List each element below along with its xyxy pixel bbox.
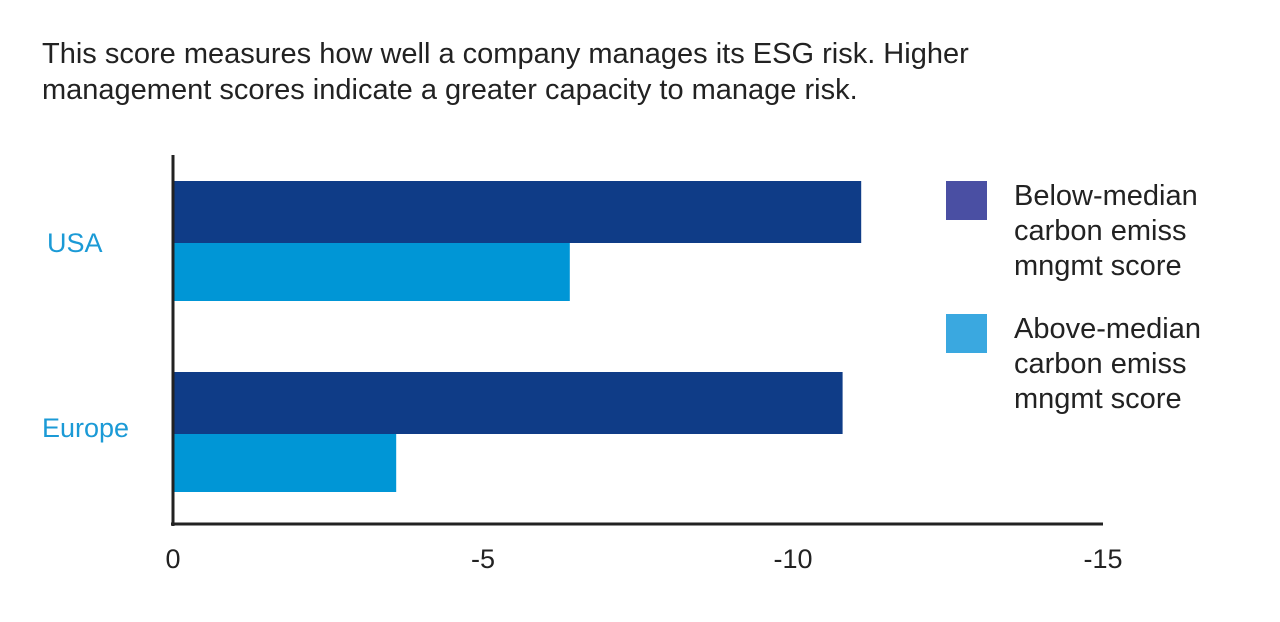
- axes: [171, 155, 1103, 526]
- category-label-europe: Europe: [42, 413, 129, 443]
- chart-description: This score measures how well a company m…: [42, 38, 969, 106]
- x-tick-label: 0: [165, 544, 180, 574]
- bar-europe-above-median-carbon-emiss-mngmt-score: [173, 434, 397, 492]
- legend-label-line: mngmt score: [1014, 250, 1182, 282]
- x-tick-label: -10: [773, 544, 812, 574]
- x-tick-label: -5: [471, 544, 495, 574]
- legend-label: Below-median carbon emiss mngmt score: [1014, 180, 1198, 282]
- legend-label: Above-median carbon emiss mngmt score: [1014, 313, 1201, 415]
- category-label-usa: USA: [47, 228, 103, 258]
- x-tick-labels: 0 -5 -10 -15: [165, 544, 1122, 574]
- bars-group: [173, 181, 862, 492]
- bar-europe-below-median-carbon-emiss-mngmt-score: [173, 372, 843, 434]
- legend-swatch: [946, 181, 987, 220]
- legend-label-line: Above-median: [1014, 313, 1201, 345]
- category-labels: USA Europe: [42, 228, 129, 443]
- legend-item-below-median-carbon-emiss-mngmt-score: Below-median carbon emiss mngmt score: [946, 180, 1198, 282]
- legend-label-line: mngmt score: [1014, 383, 1182, 415]
- legend-label-line: Below-median: [1014, 180, 1198, 212]
- legend: Below-median carbon emiss mngmt scoreAbove…: [946, 180, 1201, 415]
- legend-item-above-median-carbon-emiss-mngmt-score: Above-median carbon emiss mngmt score: [946, 313, 1201, 415]
- bar-usa-above-median-carbon-emiss-mngmt-score: [173, 243, 570, 301]
- legend-label-line: carbon emiss: [1014, 348, 1186, 380]
- x-tick-label: -15: [1083, 544, 1122, 574]
- legend-swatch: [946, 314, 987, 353]
- bar-usa-below-median-carbon-emiss-mngmt-score: [173, 181, 862, 243]
- legend-label-line: carbon emiss: [1014, 215, 1186, 247]
